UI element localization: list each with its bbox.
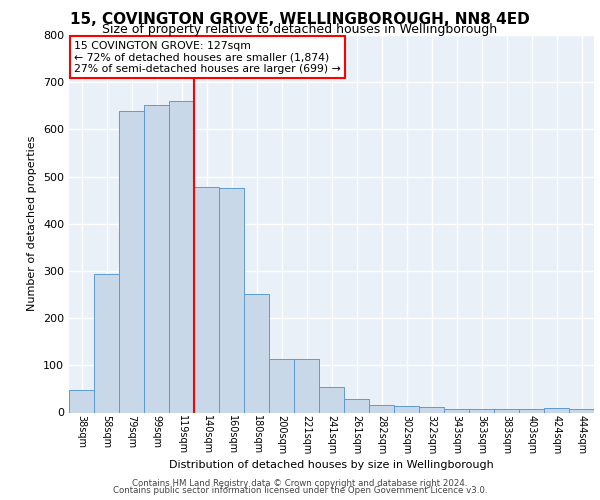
- Text: Size of property relative to detached houses in Wellingborough: Size of property relative to detached ho…: [103, 24, 497, 36]
- Bar: [544, 408, 569, 412]
- Bar: [94, 274, 119, 412]
- Bar: [119, 112, 144, 412]
- Bar: [469, 408, 494, 412]
- X-axis label: Distribution of detached houses by size in Wellingborough: Distribution of detached houses by size …: [169, 460, 494, 470]
- Bar: [144, 105, 169, 412]
- Bar: [444, 408, 469, 412]
- Bar: [69, 390, 94, 412]
- Bar: [419, 407, 444, 412]
- Y-axis label: Number of detached properties: Number of detached properties: [28, 136, 37, 312]
- Bar: [369, 406, 394, 412]
- Bar: [394, 406, 419, 412]
- Bar: [219, 188, 244, 412]
- Bar: [494, 408, 519, 412]
- Bar: [269, 359, 294, 412]
- Bar: [194, 187, 219, 412]
- Bar: [244, 294, 269, 412]
- Bar: [169, 101, 194, 412]
- Text: Contains public sector information licensed under the Open Government Licence v3: Contains public sector information licen…: [113, 486, 487, 495]
- Bar: [319, 388, 344, 412]
- Text: 15, COVINGTON GROVE, WELLINGBOROUGH, NN8 4ED: 15, COVINGTON GROVE, WELLINGBOROUGH, NN8…: [70, 12, 530, 28]
- Text: Contains HM Land Registry data © Crown copyright and database right 2024.: Contains HM Land Registry data © Crown c…: [132, 478, 468, 488]
- Bar: [344, 400, 369, 412]
- Bar: [294, 359, 319, 412]
- Bar: [519, 408, 544, 412]
- Text: 15 COVINGTON GROVE: 127sqm
← 72% of detached houses are smaller (1,874)
27% of s: 15 COVINGTON GROVE: 127sqm ← 72% of deta…: [74, 40, 341, 74]
- Bar: [569, 408, 594, 412]
